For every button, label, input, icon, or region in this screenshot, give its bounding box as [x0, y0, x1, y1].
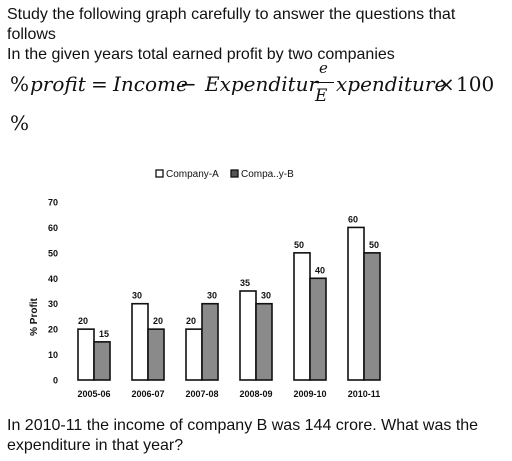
legend-swatch-company-a: [155, 169, 164, 178]
x-tick-label: 2006-07: [131, 389, 164, 399]
y-axis-ticks: 0 10 20 30 40 50 60 70: [48, 198, 58, 386]
legend-label-company-a: Company-A: [166, 169, 219, 180]
bar-group: 20 15 30 20 20 30 35 30 50 40 60 50: [77, 214, 381, 381]
data-label-company-b: 15: [99, 329, 109, 339]
bar-company-b-2006-07: [147, 328, 165, 381]
data-label-company-a: 30: [132, 291, 142, 301]
data-label-company-a: 20: [78, 316, 88, 326]
bar-company-a-2006-07: [131, 302, 149, 381]
bar-company-a-2007-08: [185, 328, 203, 381]
bar-company-a-2005-06: [77, 328, 95, 381]
bar-company-a-2008-09: [239, 290, 257, 381]
bar-company-a-2009-10: [293, 252, 311, 381]
formula-expenditur: Expenditur: [205, 72, 319, 96]
legend-label-company-b: Compa..y-B: [241, 169, 294, 180]
x-tick-label: 2010-11: [348, 389, 381, 399]
bar-company-b-2007-08: [201, 302, 219, 381]
formula-hundred: 100: [456, 72, 495, 96]
y-tick-label: 30: [48, 299, 58, 309]
bar-company-b-2005-06: [93, 341, 111, 381]
y-tick-label: 60: [48, 223, 58, 233]
prompt-line-2: expenditure in that year?: [7, 437, 184, 454]
bar-company-a-2010-11: [347, 226, 365, 381]
formula-times: ×: [438, 72, 455, 96]
intro-line-2: follows: [7, 26, 56, 43]
bar-company-b-2008-09: [255, 302, 273, 381]
data-label-company-a: 60: [348, 214, 358, 224]
formula-trailing-percent: %: [10, 111, 30, 135]
chart-legend: Company-A Compa..y-B: [155, 169, 294, 180]
y-tick-label: 50: [48, 248, 58, 258]
bar-company-b-2009-10: [309, 277, 327, 381]
formula-fraction-bar: [314, 82, 334, 83]
x-tick-label: 2008-09: [239, 389, 272, 399]
data-label-company-b: 30: [207, 291, 217, 301]
formula-xpenditure: xpenditure: [336, 72, 447, 96]
formula-equals: =: [91, 72, 108, 96]
intro-line-3: In the given years total earned profit b…: [7, 46, 395, 63]
x-tick-label: 2005-06: [77, 389, 110, 399]
x-axis-labels: 2005-06 2006-07 2007-08 2008-09 2009-10 2010-…: [77, 389, 380, 399]
intro-line-1: Study the following graph carefully to a…: [7, 6, 456, 23]
y-axis-label: % Profit: [29, 297, 40, 335]
legend-swatch-company-b: [230, 169, 239, 178]
y-tick-label: 20: [48, 325, 58, 335]
x-tick-label: 2007-08: [185, 389, 218, 399]
data-label-company-b: 40: [315, 265, 325, 275]
data-label-company-a: 35: [240, 278, 250, 288]
data-label-company-a: 20: [186, 316, 196, 326]
formula-profit: profit: [30, 72, 86, 96]
formula-fraction-numerator: e: [319, 59, 328, 77]
formula-income: Income: [113, 72, 188, 96]
formula-fraction-denominator: E: [315, 86, 328, 106]
data-label-company-b: 50: [369, 240, 379, 250]
y-tick-label: 10: [48, 350, 58, 360]
y-tick-label: 0: [53, 376, 58, 386]
prompt-line-1: In 2010-11 the income of company B was 1…: [7, 417, 479, 434]
data-label-company-a: 50: [294, 240, 304, 250]
x-tick-label: 2009-10: [293, 389, 326, 399]
formula-percent-symbol: %: [10, 72, 30, 96]
data-label-company-b: 30: [261, 291, 271, 301]
formula-minus: −: [180, 72, 197, 96]
profit-bar-chart: Company-A Compa..y-B % Profit 0 10 20 30 40 5…: [29, 169, 381, 399]
bar-company-b-2010-11: [363, 252, 381, 381]
y-tick-label: 70: [48, 198, 58, 208]
data-label-company-b: 20: [153, 316, 163, 326]
y-tick-label: 40: [48, 274, 58, 284]
